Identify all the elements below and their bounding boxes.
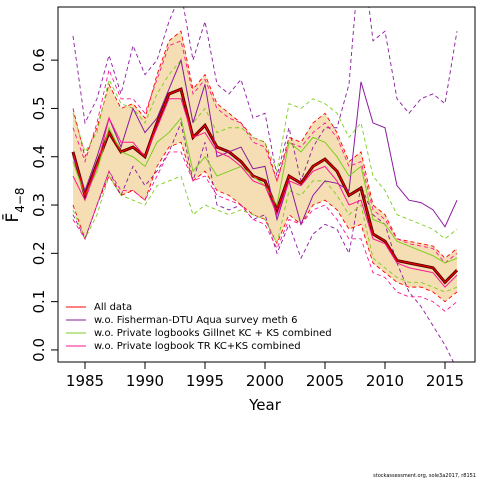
- x-tick-label: 1995: [186, 372, 224, 390]
- ci-line: [72, 174, 458, 293]
- ci-line: [72, 59, 458, 240]
- y-axis-title: F̄4−8: [1, 187, 27, 222]
- ci-line: [72, 7, 458, 183]
- x-tick-label: 2010: [366, 372, 404, 390]
- series-line: [72, 88, 458, 284]
- y-tick-label: 0.3: [30, 193, 48, 217]
- legend-label: w.o. Fisherman-DTU Aqua survey meth 6: [94, 315, 297, 326]
- x-tick-label: 1985: [66, 372, 104, 390]
- plot-area: [71, 7, 459, 362]
- y-tick-label: 0.0: [30, 338, 48, 362]
- x-axis-title: Year: [248, 396, 282, 414]
- series-line: [72, 98, 458, 288]
- plot-frame: [57, 6, 476, 363]
- x-tick-label: 1990: [126, 372, 164, 390]
- legend-label: w.o. Private logbook TR KC+KS combined: [94, 341, 301, 352]
- y-tick-label: 0.1: [30, 290, 48, 314]
- y-tick-label: 0.4: [30, 145, 48, 169]
- x-tick-label: 2015: [426, 372, 464, 390]
- legend-label: w.o. Private logbooks Gillnet KC + KS co…: [94, 328, 332, 339]
- x-tick-label: 2000: [246, 372, 284, 390]
- y-tick-label: 0.6: [30, 48, 48, 72]
- ci-line: [72, 151, 458, 312]
- footer: stockassessment.org, sole3a2017, r8151: [373, 473, 476, 479]
- x-tick-label: 2005: [306, 372, 344, 390]
- y-axis-title-sub: 4−8: [13, 187, 27, 212]
- ci-line: [72, 121, 454, 362]
- legend-label: All data: [94, 302, 132, 313]
- y-axis-title-main: F̄: [1, 213, 23, 223]
- y-tick-label: 0.5: [30, 96, 48, 120]
- y-tick-label: 0.2: [30, 241, 48, 265]
- series-line: [72, 58, 458, 228]
